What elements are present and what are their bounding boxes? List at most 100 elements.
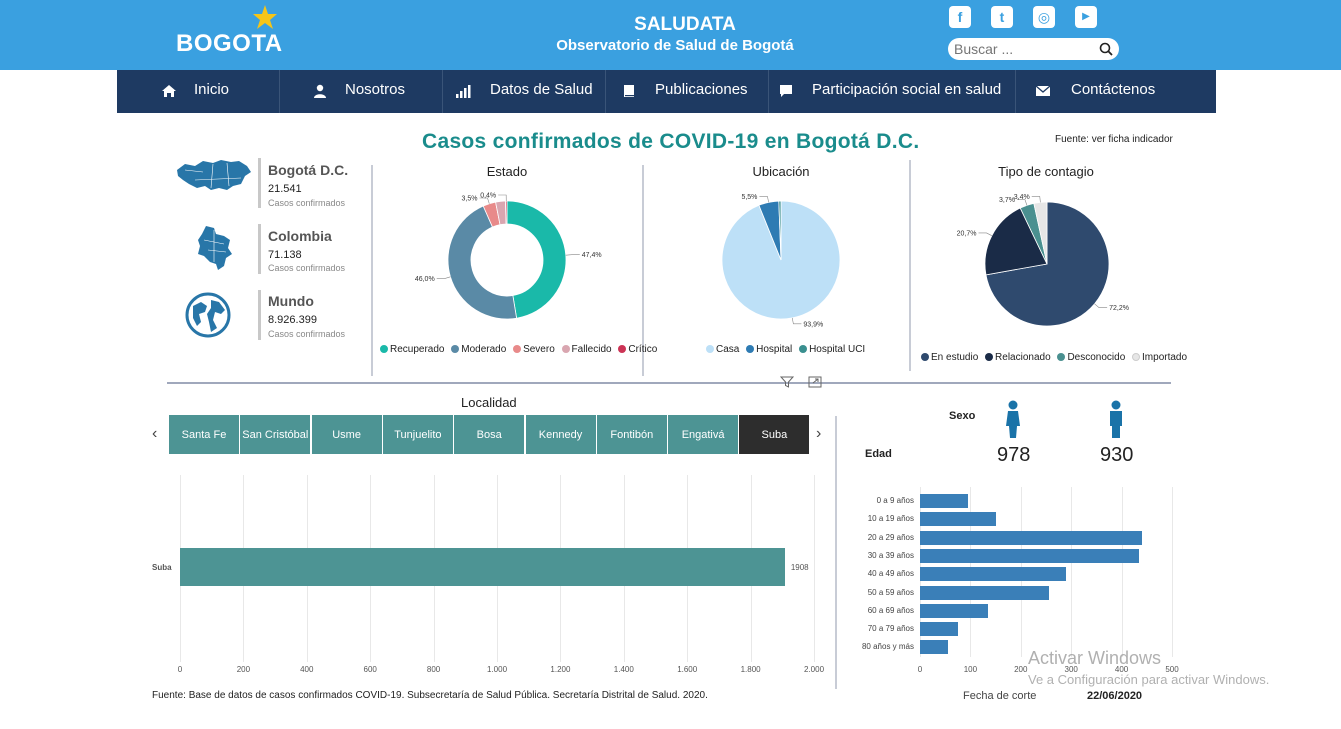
pie-slice-en-estudio[interactable] bbox=[985, 201, 1110, 327]
x-tick-label: 200 bbox=[236, 665, 251, 674]
panel-divider bbox=[371, 165, 373, 376]
slice-label: 0,4% bbox=[480, 193, 496, 200]
legend-item-casa[interactable]: Casa bbox=[706, 344, 739, 355]
nav-item-contactenos[interactable]: Contáctenos bbox=[1016, 70, 1216, 113]
kpi-value-bogota: 21.541 bbox=[268, 183, 302, 195]
legend-item-recuperado[interactable]: Recuperado bbox=[380, 344, 444, 355]
estado-legend: Recuperado Moderado Severo Fallecido Crí… bbox=[380, 344, 661, 355]
leader-line bbox=[436, 276, 451, 279]
estado-title: Estado bbox=[486, 164, 528, 179]
age-bar[interactable] bbox=[920, 567, 1067, 582]
kpi-name-colombia: Colombia bbox=[268, 228, 332, 244]
age-bar[interactable] bbox=[920, 512, 996, 527]
nav-item-datos-salud[interactable]: Datos de Salud bbox=[443, 70, 606, 113]
age-bar[interactable] bbox=[920, 530, 1142, 545]
legend-item-hospital-uci[interactable]: Hospital UCI bbox=[799, 344, 865, 355]
age-group-label: 0 a 9 años bbox=[876, 496, 914, 505]
bogota-logo[interactable]: BOGOTA bbox=[176, 30, 283, 57]
age-bar[interactable] bbox=[920, 640, 948, 655]
pie-slice-recuperado[interactable] bbox=[506, 200, 567, 319]
age-bar[interactable] bbox=[920, 494, 968, 508]
colombia-map-icon bbox=[198, 226, 232, 270]
tab-usme[interactable]: Usme bbox=[311, 415, 382, 454]
pie-slice-importado[interactable] bbox=[1033, 201, 1048, 265]
site-title: SALUDATA bbox=[634, 14, 736, 35]
legend-item-severo[interactable]: Severo bbox=[513, 344, 555, 355]
panel-divider bbox=[642, 165, 644, 376]
x-tick-label: 0 bbox=[177, 665, 183, 674]
pie-slice-hospital-uci[interactable] bbox=[778, 200, 782, 261]
filter-icon[interactable] bbox=[780, 376, 794, 388]
gridline bbox=[814, 475, 815, 662]
bogota-map-icon bbox=[177, 160, 251, 190]
age-group-label: 30 a 39 años bbox=[867, 550, 914, 560]
legend-item-hospital[interactable]: Hospital bbox=[746, 344, 792, 355]
tab-san-cristóbal[interactable]: San Cristóbal bbox=[240, 415, 311, 454]
x-tick-label: 400 bbox=[300, 665, 314, 674]
tab-bosa[interactable]: Bosa bbox=[454, 415, 525, 454]
cut-date-value: 22/06/2020 bbox=[1087, 690, 1143, 702]
site-subtitle: Observatorio de Salud de Bogotá bbox=[556, 37, 794, 54]
age-bar[interactable] bbox=[920, 548, 1140, 563]
panel-divider bbox=[909, 160, 911, 371]
ubicacion-legend: Casa Hospital Hospital UCI bbox=[706, 344, 869, 355]
bar-suba[interactable] bbox=[180, 548, 785, 586]
ubicacion-pie-chart[interactable]: 93,9% 5,5% bbox=[650, 180, 905, 340]
tab-santa-fe[interactable]: Santa Fe bbox=[169, 415, 239, 454]
slice-label: 20,7% bbox=[957, 230, 977, 237]
main-nav: Inicio Nosotros Datos de Salud Publicaci… bbox=[117, 70, 1216, 113]
edad-title: Edad bbox=[865, 448, 892, 460]
kpi-value-mundo: 8.926.399 bbox=[268, 314, 317, 326]
source-link[interactable]: Fuente: ver ficha indicador bbox=[1055, 134, 1173, 145]
nav-item-nosotros[interactable]: Nosotros bbox=[280, 70, 443, 113]
gridline bbox=[1071, 487, 1073, 657]
search-icon[interactable] bbox=[1099, 42, 1113, 56]
legend-item-fallecido[interactable]: Fallecido bbox=[561, 344, 612, 355]
slice-label: 93,9% bbox=[803, 321, 823, 328]
nav-item-participacion[interactable]: Participación social en salud bbox=[769, 70, 1016, 113]
tab-engativá[interactable]: Engativá bbox=[668, 415, 739, 454]
legend-item-moderado[interactable]: Moderado bbox=[451, 344, 506, 355]
age-bar[interactable] bbox=[920, 622, 958, 637]
legend-item-relacionado[interactable]: Relacionado bbox=[985, 352, 1051, 363]
youtube-icon[interactable]: ▶ bbox=[1075, 6, 1097, 28]
age-group-label: 50 a 59 años bbox=[867, 587, 914, 597]
tabs-prev-arrow[interactable]: ‹ bbox=[152, 425, 158, 442]
tab-fontibón[interactable]: Fontibón bbox=[596, 415, 667, 454]
nav-item-publicaciones[interactable]: Publicaciones bbox=[606, 70, 769, 113]
female-count: 978 bbox=[997, 444, 1031, 466]
nav-item-inicio[interactable]: Inicio bbox=[117, 70, 280, 113]
leader-line bbox=[1016, 199, 1028, 206]
twitter-icon[interactable]: t bbox=[991, 6, 1013, 28]
legend-item-desconocido[interactable]: Desconocido bbox=[1057, 352, 1125, 363]
mail-icon bbox=[1035, 85, 1051, 96]
estado-donut-chart[interactable]: 47,4% 46,0% 3,5% 0,4% bbox=[380, 180, 640, 340]
kpi-name-bogota: Bogotá D.C. bbox=[268, 162, 349, 178]
contagio-pie-chart[interactable]: 72,2% 20,7% 3,7%3,4% bbox=[920, 180, 1170, 340]
leader-line bbox=[498, 194, 507, 202]
y-category-label: Suba bbox=[152, 563, 172, 572]
top-header: BOGOTA SALUDATA Observatorio de Salud de… bbox=[0, 0, 1341, 70]
legend-item-importado[interactable]: Importado bbox=[1132, 352, 1187, 363]
tab-kennedy[interactable]: Kennedy bbox=[525, 415, 596, 454]
focus-mode-icon[interactable] bbox=[808, 376, 822, 388]
leader-line bbox=[1031, 196, 1041, 203]
age-bar[interactable] bbox=[920, 603, 989, 618]
search-input[interactable] bbox=[954, 40, 1094, 58]
pie-slice-relacionado[interactable] bbox=[984, 207, 1048, 276]
facebook-icon[interactable]: f bbox=[949, 6, 971, 28]
tab-tunjuelito[interactable]: Tunjuelito bbox=[382, 415, 453, 454]
age-bar[interactable] bbox=[920, 585, 1049, 600]
tabs-next-arrow[interactable]: › bbox=[816, 425, 822, 442]
instagram-icon[interactable]: ◎ bbox=[1033, 6, 1055, 28]
pie-slice-crítico[interactable] bbox=[505, 200, 508, 225]
kpi-divider bbox=[258, 224, 261, 274]
legend-item-critico[interactable]: Crítico bbox=[618, 344, 657, 355]
leader-line bbox=[479, 197, 490, 204]
gridline bbox=[1121, 487, 1123, 657]
pie-slice-moderado[interactable] bbox=[447, 205, 518, 320]
leader-line bbox=[978, 232, 992, 236]
legend-item-en-estudio[interactable]: En estudio bbox=[921, 352, 978, 363]
tab-suba[interactable]: Suba bbox=[739, 415, 810, 454]
sexo-title: Sexo bbox=[949, 410, 976, 422]
